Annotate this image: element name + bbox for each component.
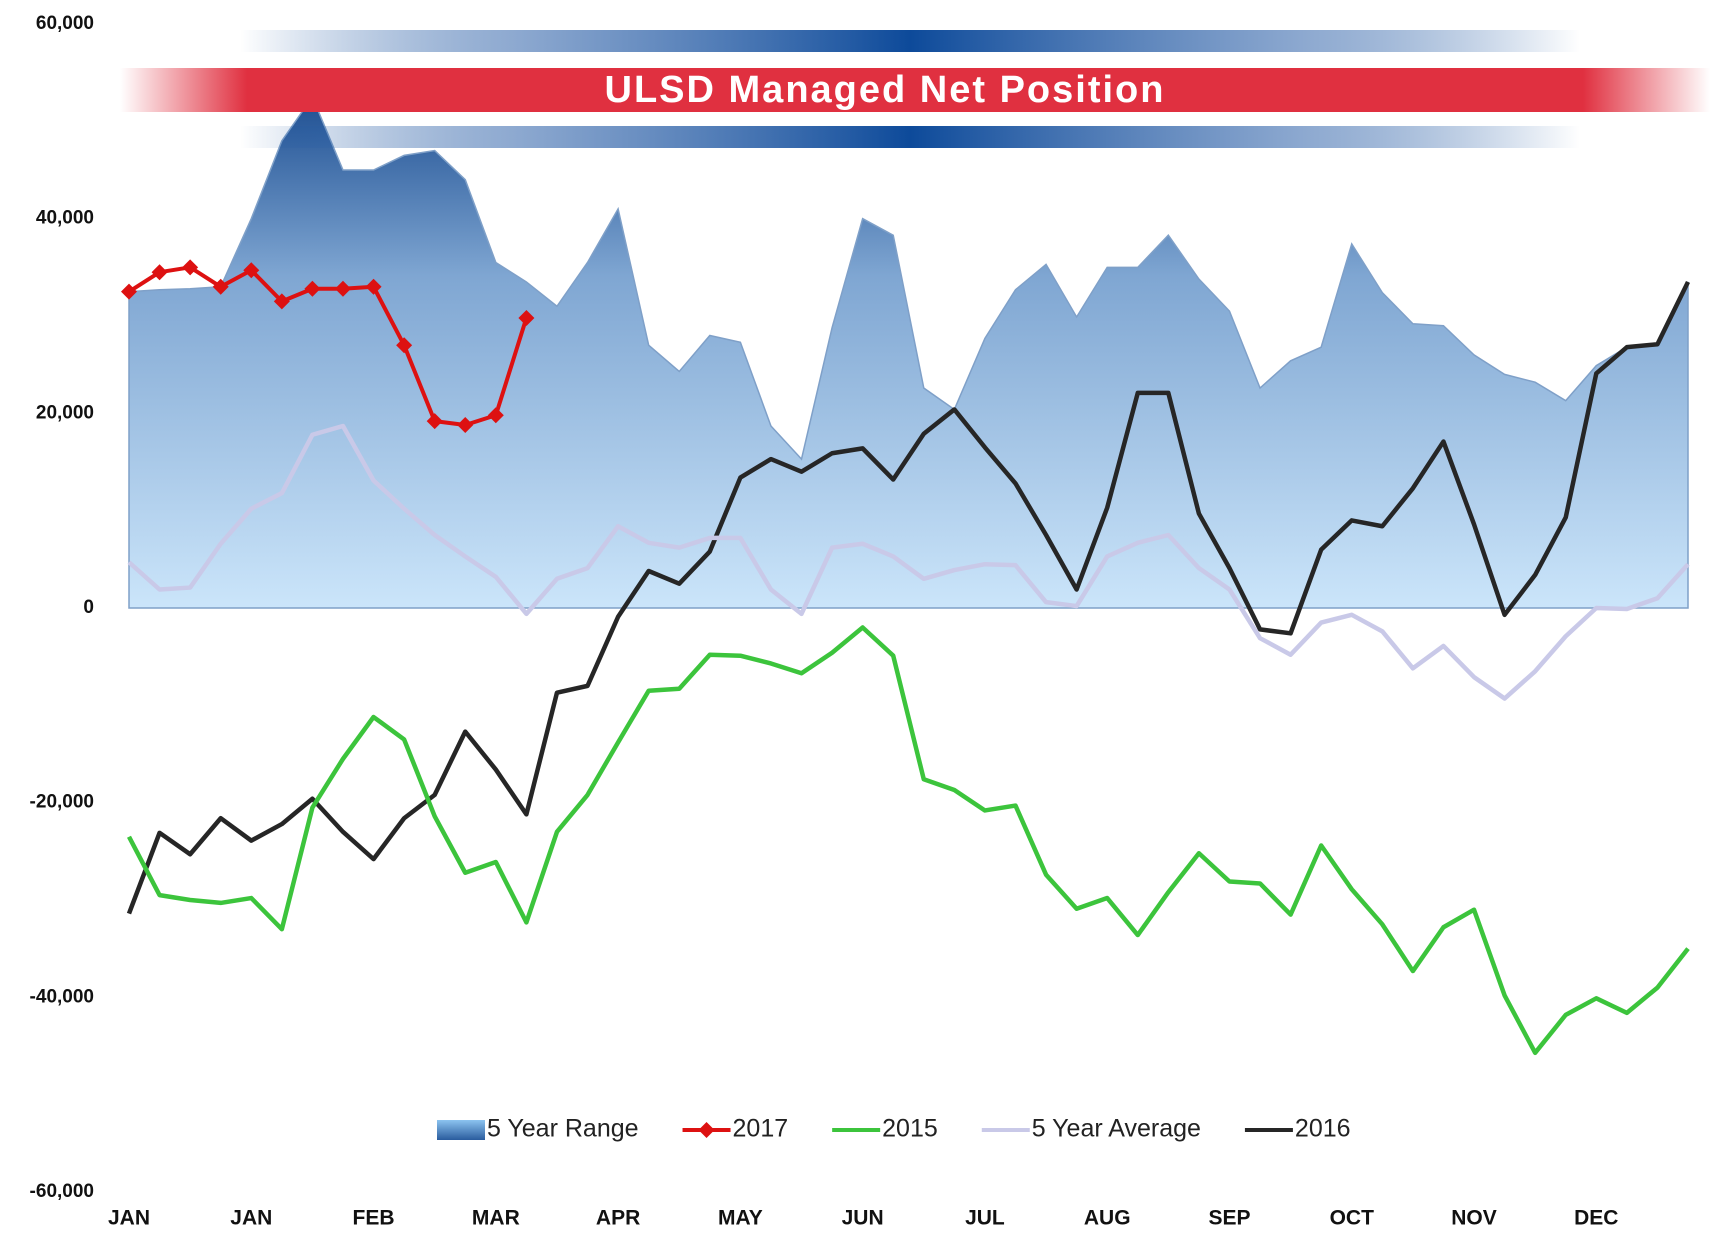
legend-label: 2016: [1295, 1115, 1351, 1143]
x-tick-label: JUN: [842, 1207, 884, 1230]
series-marker: [365, 278, 382, 295]
x-tick-label: OCT: [1330, 1207, 1375, 1230]
x-tick-label: MAY: [718, 1207, 763, 1230]
series-marker: [518, 309, 535, 326]
y-tick-label: -40,000: [30, 986, 94, 1007]
x-tick-label: DEC: [1574, 1207, 1618, 1230]
series-marker: [212, 278, 229, 295]
series-marker: [121, 283, 137, 300]
x-tick-label: APR: [596, 1207, 640, 1230]
banner-band: [120, 68, 1710, 112]
banner-stripe: [240, 126, 1580, 148]
series-marker: [182, 259, 199, 276]
x-tick-label: MAR: [472, 1207, 520, 1230]
y-tick-label: 0: [83, 597, 94, 618]
x-tick-label: FEB: [353, 1207, 395, 1230]
legend: 5 Year Range 2017 2015 5 Year Average 2016: [437, 1115, 1351, 1143]
series-line: [127, 625, 1690, 1056]
series-marker: [151, 264, 168, 281]
chart-title: ULSD Managed Net Position: [605, 69, 1166, 111]
x-tick-label: NOV: [1451, 1207, 1497, 1230]
x-tick-label: JAN: [230, 1207, 272, 1230]
x-tick-label: SEP: [1208, 1207, 1250, 1230]
series-marker: [243, 262, 260, 279]
legend-label: 2015: [882, 1115, 938, 1143]
x-tick-label: AUG: [1084, 1207, 1131, 1230]
series-marker: [457, 417, 474, 434]
x-tick-label: JAN: [108, 1207, 150, 1230]
plot-area: [121, 95, 1691, 1056]
legend-label: 5 Year Average: [1032, 1115, 1201, 1143]
series-marker: [396, 337, 413, 354]
series-marker: [334, 280, 351, 297]
legend-label: 5 Year Range: [487, 1115, 639, 1143]
y-tick-label: 60,000: [36, 13, 94, 34]
range-area: [128, 95, 1689, 609]
x-tick-label: JUL: [965, 1207, 1005, 1230]
legend-label: 2017: [733, 1115, 789, 1143]
y-tick-label: -60,000: [30, 1181, 94, 1202]
y-tick-label: 20,000: [36, 402, 94, 423]
series-marker: [304, 280, 321, 297]
y-tick-label: 40,000: [36, 208, 94, 229]
legend-marker: [698, 1122, 715, 1138]
series-marker: [273, 293, 290, 310]
series-marker: [426, 413, 443, 430]
title-banner: ULSD Managed Net Position: [120, 30, 1710, 148]
legend-swatch: [437, 1120, 485, 1140]
series-marker: [487, 407, 504, 424]
series-line: [127, 423, 1690, 701]
banner-stripe: [240, 30, 1580, 52]
y-tick-label: -20,000: [30, 792, 94, 813]
series-line: [126, 280, 1691, 915]
